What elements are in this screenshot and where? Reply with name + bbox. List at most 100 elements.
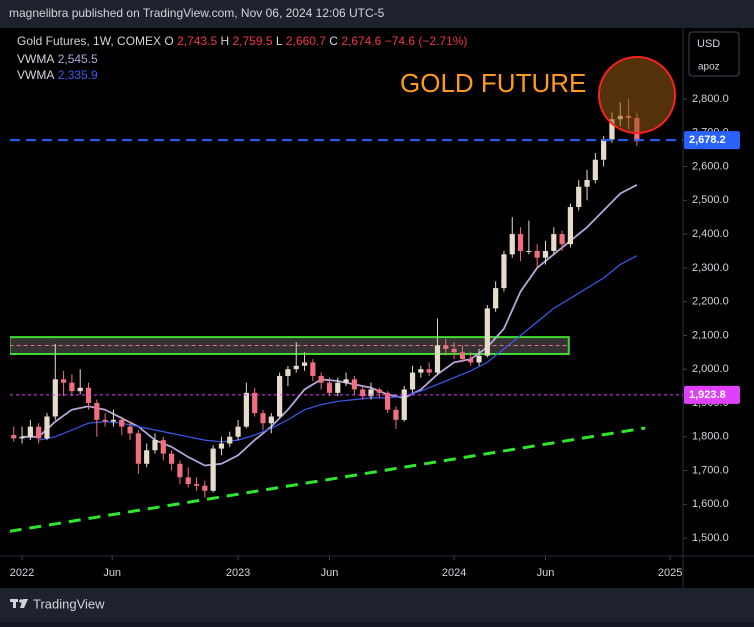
candle-body: [144, 450, 150, 464]
candle-body: [135, 433, 141, 464]
candle-body: [152, 440, 158, 451]
zone: [10, 336, 570, 355]
vwma-line: [38, 255, 638, 443]
currency-box: [688, 31, 740, 77]
legend-row: VWMA 2,545.5: [17, 52, 101, 66]
candle-body: [235, 426, 241, 437]
candle-body: [277, 375, 283, 417]
candle-body: [268, 416, 274, 424]
candle-body: [526, 250, 532, 252]
candle-body: [368, 389, 374, 397]
candle-body: [227, 436, 233, 444]
y-tick-label: 2,600.0: [692, 160, 729, 172]
symbol: Gold Futures, 1W, COMEX: [17, 34, 161, 48]
candle-body: [426, 369, 432, 373]
candle-body: [401, 389, 407, 420]
legend-row: Gold Futures, 1W, COMEX O 2,743.5 H 2,75…: [17, 34, 471, 48]
y-tick-label: 2,800.0: [692, 93, 729, 105]
candle-body: [493, 288, 499, 309]
candle-body: [218, 443, 225, 449]
price-label: 1,923.8: [689, 389, 726, 401]
candle-body: [468, 359, 474, 363]
candle-body: [592, 159, 598, 181]
candle-body: [27, 426, 33, 437]
candle-body: [576, 186, 582, 208]
y-tick-label: 2,000.0: [692, 363, 729, 375]
candle-body: [434, 345, 441, 373]
candle-body: [601, 139, 607, 160]
ohlc-value: 2,743.5: [177, 34, 217, 48]
highlight-circle: [598, 56, 676, 134]
candle-body: [451, 348, 457, 353]
candle-body: [52, 379, 58, 417]
candle-body: [443, 345, 449, 349]
candle-body: [119, 419, 125, 427]
candle-body: [193, 484, 200, 486]
x-tick-label: Jun: [103, 567, 121, 579]
y-tick-label: 1,600.0: [692, 498, 729, 510]
candle-body: [285, 369, 291, 376]
candle-body: [517, 234, 524, 251]
ohlc-key: H: [220, 34, 229, 48]
candle-body: [318, 375, 324, 383]
candle-body: [326, 382, 333, 393]
candle-body: [376, 389, 382, 393]
candle-body: [60, 379, 67, 383]
candle-body: [385, 392, 391, 410]
change: −74.6 (−2.71%): [385, 34, 468, 48]
y-tick-label: 1,500.0: [692, 532, 729, 544]
price-label: 2,678.2: [689, 134, 726, 146]
ohlc-value: 2,660.7: [286, 34, 326, 48]
candle-body: [77, 387, 83, 392]
currency: USD: [697, 38, 720, 50]
candle-body: [351, 379, 357, 390]
price-label-box: [684, 385, 740, 404]
candle-body: [160, 440, 166, 454]
ohlc-key: O: [164, 34, 173, 48]
x-tick-label: 2022: [10, 567, 34, 579]
candle-body: [509, 234, 515, 255]
x-tick-label: Jun: [537, 567, 555, 579]
published-line: magnelibra published on TradingView.com,…: [9, 6, 385, 20]
candle-body: [360, 389, 366, 397]
candle-body: [252, 392, 258, 414]
candle-body: [542, 250, 549, 258]
y-tick-label: 2,200.0: [692, 296, 729, 308]
candle-body: [260, 413, 266, 424]
candle-body: [609, 119, 615, 140]
y-tick-label: 1,700.0: [692, 464, 729, 476]
candle-body: [44, 416, 50, 439]
x-tick-label: 2023: [226, 567, 250, 579]
candle-body: [19, 436, 25, 439]
y-tick-label: 2,400.0: [692, 228, 729, 240]
candle-body: [484, 308, 490, 356]
trendline: [10, 426, 646, 533]
candle-body: [210, 448, 216, 491]
candle-body: [110, 419, 117, 422]
candle-body: [310, 362, 316, 376]
y-tick-label: 2,300.0: [692, 262, 729, 274]
candle-body: [567, 207, 574, 245]
x-tick-label: Jun: [321, 567, 339, 579]
x-tick-label: 2024: [442, 567, 466, 579]
candle-body: [243, 392, 249, 427]
candle-body: [459, 352, 466, 360]
candle-body: [36, 426, 42, 439]
candle-body: [343, 379, 349, 383]
candle-body: [409, 372, 416, 390]
plot: [10, 98, 646, 533]
price-label-box: [684, 131, 740, 150]
legend: Gold Futures, 1W, COMEX O 2,743.5 H 2,75…: [17, 34, 471, 82]
candle-body: [177, 463, 183, 478]
indicator-value: 2,545.5: [58, 52, 98, 66]
candle-body: [584, 180, 590, 187]
candle-body: [127, 426, 133, 434]
candle-body: [551, 234, 557, 251]
candle-body: [501, 254, 507, 289]
indicator-name: VWMA: [17, 68, 54, 82]
candle-body: [202, 485, 208, 491]
x-tick-label: 2025: [658, 567, 682, 579]
candle-body: [393, 409, 399, 420]
candle-body: [169, 453, 175, 464]
